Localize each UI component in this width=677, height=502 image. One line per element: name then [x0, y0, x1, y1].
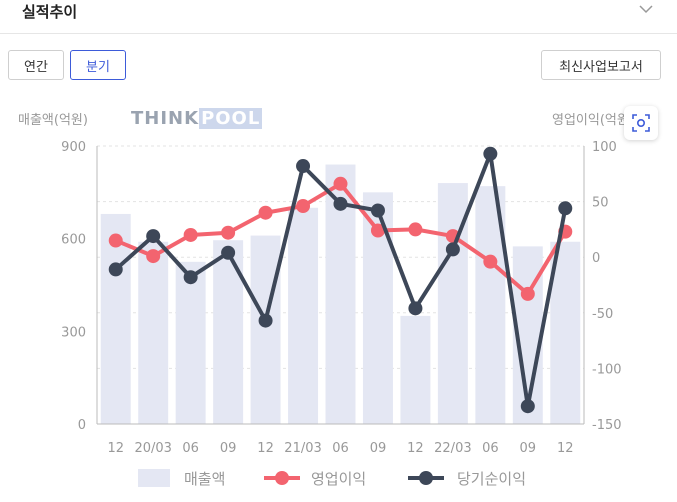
net-income-point[interactable]	[558, 201, 573, 216]
revenue-bar[interactable]	[138, 241, 169, 424]
legend-label-revenue: 매출액	[184, 470, 225, 488]
operating-profit-point[interactable]	[408, 222, 423, 237]
chevron-down-icon[interactable]	[639, 4, 653, 14]
x-tick-label: 09	[370, 441, 387, 456]
right-tick-label: 0	[592, 251, 600, 266]
annual-button[interactable]: 연간	[8, 50, 64, 80]
legend-label-operating-profit: 영업이익	[311, 470, 366, 488]
operating-profit-point[interactable]	[183, 227, 198, 242]
right-tick-label: -50	[592, 307, 613, 322]
net-income-point[interactable]	[258, 313, 273, 328]
x-tick-label: 12	[407, 441, 424, 456]
revenue-bar[interactable]	[550, 241, 581, 424]
net-income-point[interactable]	[146, 229, 161, 244]
revenue-bar[interactable]	[175, 261, 206, 424]
x-tick-label: 06	[482, 441, 499, 456]
right-tick-label: 100	[592, 140, 617, 155]
operating-profit-point[interactable]	[333, 176, 348, 191]
net-income-point[interactable]	[333, 196, 348, 211]
capture-button[interactable]	[624, 106, 658, 140]
x-tick-label: 09	[520, 441, 537, 456]
operating-profit-point[interactable]	[146, 249, 161, 264]
legend-marker-net-income	[419, 471, 433, 485]
x-tick-label: 06	[332, 441, 349, 456]
x-tick-label: 21/03	[284, 441, 321, 456]
operating-profit-point[interactable]	[108, 233, 123, 248]
revenue-bar[interactable]	[100, 213, 131, 424]
net-income-point[interactable]	[370, 203, 385, 218]
left-axis-label: 매출액(억원)	[18, 113, 88, 128]
net-income-point[interactable]	[108, 262, 123, 277]
net-income-point[interactable]	[408, 301, 423, 316]
operating-profit-point[interactable]	[483, 254, 498, 269]
operating-profit-point[interactable]	[296, 199, 311, 214]
right-tick-label: -100	[592, 362, 622, 377]
section-title: 실적추이	[22, 3, 78, 21]
x-tick-label: 12	[557, 441, 574, 456]
left-tick-label: 600	[61, 233, 86, 248]
net-income-point[interactable]	[520, 399, 535, 414]
right-tick-label: -150	[592, 418, 622, 433]
revenue-bar[interactable]	[400, 315, 431, 424]
logo-part1: THINK	[131, 108, 200, 129]
legend-swatch-revenue	[138, 469, 170, 487]
x-tick-label: 12	[107, 441, 124, 456]
left-tick-label: 900	[61, 140, 86, 155]
net-income-point[interactable]	[445, 242, 460, 257]
revenue-bar[interactable]	[250, 235, 281, 424]
x-tick-label: 09	[220, 441, 237, 456]
operating-profit-point[interactable]	[520, 286, 535, 301]
x-tick-label: 06	[182, 441, 199, 456]
logo-part2: POOL	[199, 108, 263, 129]
screenshot-icon	[632, 114, 650, 132]
thinkpool-logo: THINK POOL	[131, 108, 263, 129]
left-tick-label: 0	[78, 418, 86, 433]
operating-profit-point[interactable]	[221, 225, 236, 240]
net-income-point[interactable]	[483, 146, 498, 161]
revenue-bar[interactable]	[288, 207, 319, 424]
legend-label-net-income: 당기순이익	[457, 470, 526, 488]
left-tick-label: 300	[61, 325, 86, 340]
net-income-point[interactable]	[183, 270, 198, 285]
net-income-point[interactable]	[296, 159, 311, 174]
latest-report-button[interactable]: 최신사업보고서	[541, 50, 661, 80]
net-income-point[interactable]	[221, 245, 236, 260]
right-axis-label: 영업이익(억원)	[552, 113, 634, 128]
operating-profit-point[interactable]	[370, 223, 385, 238]
operating-profit-point[interactable]	[258, 205, 273, 220]
header-bar: 실적추이	[0, 0, 677, 34]
right-tick-label: 50	[592, 196, 609, 211]
x-tick-label: 12	[257, 441, 274, 456]
legend-marker-operating-profit	[275, 471, 289, 485]
x-tick-label: 22/03	[434, 441, 471, 456]
quarterly-button[interactable]: 분기	[70, 50, 126, 80]
x-tick-label: 20/03	[134, 441, 171, 456]
